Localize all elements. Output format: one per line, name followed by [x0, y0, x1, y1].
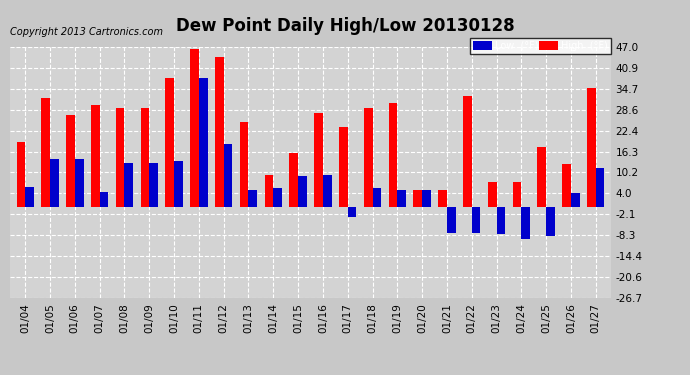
Bar [348, 207, 357, 218]
Bar [289, 153, 298, 207]
Bar [264, 175, 273, 207]
Bar [99, 192, 108, 207]
Bar [141, 108, 149, 207]
Bar [91, 105, 99, 207]
Bar [224, 144, 233, 207]
Bar [323, 175, 332, 207]
Bar [364, 108, 373, 207]
Bar [17, 142, 26, 207]
Bar [190, 49, 199, 207]
Bar [397, 190, 406, 207]
Bar [488, 182, 497, 207]
Bar [497, 207, 505, 234]
Bar [149, 163, 158, 207]
Bar [522, 207, 530, 240]
Bar [373, 188, 381, 207]
Bar [273, 188, 282, 207]
Bar [41, 98, 50, 207]
Bar [587, 88, 595, 207]
Bar [314, 113, 323, 207]
Bar [546, 207, 555, 236]
Bar [116, 108, 124, 207]
Bar [562, 165, 571, 207]
Bar [538, 147, 546, 207]
Bar [199, 78, 208, 207]
Bar [513, 182, 522, 207]
Bar [447, 207, 455, 232]
Legend: Low  (°F), High  (°F): Low (°F), High (°F) [470, 38, 611, 54]
Bar [215, 57, 224, 207]
Bar [595, 168, 604, 207]
Bar [166, 78, 174, 207]
Bar [571, 194, 580, 207]
Bar [463, 96, 472, 207]
Bar [413, 190, 422, 207]
Bar [388, 103, 397, 207]
Bar [248, 190, 257, 207]
Bar [298, 176, 307, 207]
Bar [174, 161, 183, 207]
Bar [339, 127, 348, 207]
Text: Dew Point Daily High/Low 20130128: Dew Point Daily High/Low 20130128 [176, 17, 514, 35]
Bar [422, 190, 431, 207]
Bar [50, 159, 59, 207]
Bar [124, 163, 133, 207]
Bar [438, 190, 447, 207]
Bar [26, 187, 34, 207]
Bar [75, 159, 83, 207]
Bar [240, 122, 248, 207]
Bar [472, 207, 480, 232]
Bar [66, 115, 75, 207]
Text: Copyright 2013 Cartronics.com: Copyright 2013 Cartronics.com [10, 27, 164, 37]
